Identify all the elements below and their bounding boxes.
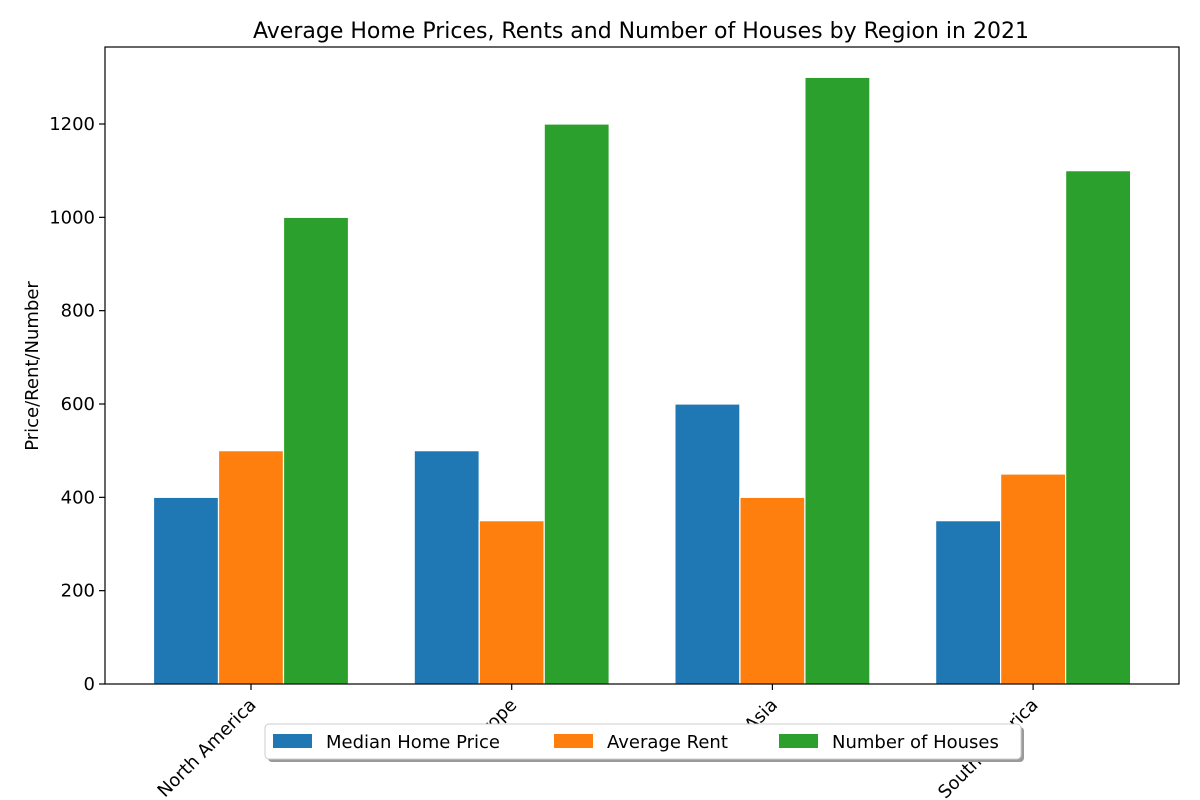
plot-frame (104, 46, 1180, 685)
bar-average-rent-north-america (217, 450, 285, 685)
bar-average-rent-south-america (999, 473, 1067, 685)
bar-number-of-houses-europe (543, 123, 610, 685)
y-tick-label: 800 (61, 301, 95, 322)
bar-median-home-price-north-america (152, 496, 220, 685)
bar-median-home-price-europe (413, 450, 480, 685)
legend-label: Average Rent (607, 732, 728, 753)
x-tick-label: North America (154, 695, 261, 800)
y-tick-label: 600 (61, 394, 95, 415)
legend-swatch (273, 734, 312, 748)
bar-average-rent-europe (478, 520, 545, 685)
y-axis: 0 200 400 600 800 1000 1200 (49, 114, 105, 695)
y-tick-label: 1000 (49, 207, 95, 228)
bar-median-home-price-south-america (934, 520, 1002, 685)
bar-average-rent-asia (739, 496, 806, 685)
y-axis-label: Price/Rent/Number (22, 281, 43, 451)
y-tick-label: 0 (84, 674, 95, 695)
chart-title: Average Home Prices, Rents and Number of… (253, 19, 1029, 44)
legend: Median Home Price Average Rent Number of H… (264, 723, 1024, 762)
legend-label: Number of Houses (832, 732, 999, 753)
legend-swatch (554, 734, 593, 748)
y-tick-label: 200 (61, 581, 95, 602)
bar-number-of-houses-asia (804, 76, 871, 685)
bars-group (152, 76, 1132, 685)
legend-swatch (779, 734, 818, 748)
y-tick-label: 400 (61, 487, 95, 508)
y-tick-label: 1200 (49, 114, 95, 135)
legend-label: Median Home Price (326, 732, 500, 753)
legend-box (264, 723, 1022, 760)
bar-median-home-price-asia (674, 403, 741, 685)
bar-number-of-houses-south-america (1064, 170, 1132, 685)
bar-number-of-houses-north-america (282, 216, 350, 685)
